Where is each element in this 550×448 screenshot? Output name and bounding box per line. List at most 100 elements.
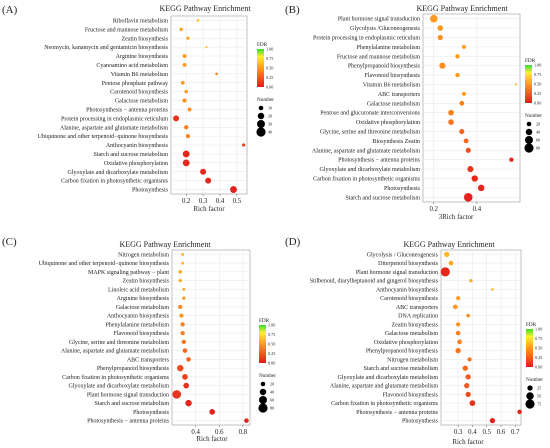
number-legend-title: Number [526, 377, 543, 383]
pathway-label: Glyoxylate and dicarboxylate metabolism [69, 384, 170, 390]
panel-b-xlabel: 3Rich factor [439, 213, 474, 221]
number-legend-label: 40 [270, 390, 274, 395]
pathway-label: Starch and sucrose metabolism [95, 401, 170, 407]
pathway-label: Phenylpropanoid biosynthesis [366, 349, 439, 355]
pathway-label: Nitrogen metabolism [118, 252, 169, 258]
pathway-label: Flavonoid biosynthesis [113, 331, 169, 337]
fdr-tick-label: 0.25 [534, 91, 541, 96]
pathway-label: MAPK signaling pathway − plant [88, 270, 169, 276]
panel-b-plot: 0.2 0.4 Plant hormone signal transduction G… [312, 13, 521, 213]
x-tick-label: 0.7 [511, 429, 520, 436]
pathway-label: Flavonoid biosynthesis [364, 73, 420, 79]
number-legend-label: 40 [536, 130, 540, 135]
pathway-label: Carbon fixation in photosynthetic organi… [61, 178, 169, 185]
fdr-tick-label: 0.50 [266, 66, 273, 71]
pathway-label: Alanine, aspartate and glutamate metabol… [330, 384, 438, 390]
pathway-label: Galactose metabolism [385, 331, 438, 337]
panel-b: (B) KEGG Pathway Enrichment 0.2 0.4 Plant … [285, 4, 542, 221]
enrichment-point [181, 252, 185, 256]
fdr-tick-label: 0.25 [535, 355, 542, 360]
pathway-label: Phenylalanine metabolism [106, 322, 170, 328]
panel-c-title: KEGG Pathway Enrichment [119, 240, 211, 249]
enrichment-point [469, 278, 473, 283]
number-legend-label: 25 [537, 386, 541, 391]
enrichment-point [459, 128, 465, 135]
number-legend-label: 20 [268, 114, 272, 119]
panel-a-title: KEGG Pathway Enrichment [159, 4, 251, 13]
fdr-tick-label: 0.75 [535, 336, 542, 341]
enrichment-point [186, 36, 190, 40]
enrichment-point [180, 322, 185, 327]
number-legend-dot [258, 105, 264, 111]
pathway-label: Phenylalanine metabolism [357, 45, 421, 51]
enrichment-point [180, 330, 185, 336]
enrichment-point [456, 322, 461, 327]
pathway-label: Oxidative phosphorylation [104, 161, 168, 167]
enrichment-point [182, 63, 187, 67]
enrichment-point [455, 330, 461, 336]
enrichment-point [196, 19, 200, 22]
enrichment-point [182, 374, 188, 380]
fdr-tick-label: 1.00 [266, 47, 273, 52]
fdr-legend-title: FDR [526, 322, 537, 328]
pathway-label: Starch and sucrose metabolism [364, 366, 439, 372]
pathway-label: Photosynthesis [132, 188, 169, 194]
panel-a: (A) KEGG Pathway Enrichment 0.2 0.3 0.4 0.5… [2, 4, 274, 213]
fdr-tick-label: 0.25 [266, 75, 273, 80]
enrichment-point [471, 175, 478, 182]
panel-d: (D) KEGG Pathway Enrichment 0.3 0.4 0.5 0.6… [285, 236, 543, 446]
pathway-label: Nitrogen metabolism [387, 357, 438, 363]
pathway-label: DNA replication [398, 314, 438, 320]
number-legend-dot [526, 121, 532, 127]
enrichment-point [463, 192, 473, 202]
pathway-label: Photosynthesis [133, 410, 170, 416]
enrichment-point [461, 91, 466, 96]
x-tick-label: 0.6 [215, 429, 224, 436]
pathway-label: Photosynthesis − antenna proteins [87, 419, 170, 425]
enrichment-point [178, 304, 183, 310]
pathway-label: Stilbenoid, diarylheptanoid and gingerol… [310, 279, 439, 285]
pathway-label: Alanine, aspartate and glutamate metabol… [312, 148, 420, 154]
fdr-legend-title: FDR [259, 318, 270, 324]
number-legend-label: 20 [270, 382, 274, 387]
number-legend-dot [525, 136, 533, 144]
enrichment-point [469, 400, 476, 407]
pathway-label: Fructose and mannose metabolism [337, 54, 420, 60]
fdr-colorbar [526, 329, 533, 367]
plot-frame [422, 13, 521, 203]
enrichment-point [178, 270, 183, 274]
enrichment-point [452, 304, 458, 310]
enrichment-point [448, 260, 454, 266]
pathway-label: Phenylpropanoid biosynthesis [348, 64, 421, 70]
pathway-label: Oxidative phosphorylation [356, 120, 420, 126]
pathway-label: Anthocyanin biosynthesis [376, 287, 439, 293]
enrichment-point [457, 339, 462, 345]
x-tick-label: 0.4 [473, 206, 482, 213]
pathway-label: Glyoxylate and dicarboxylate metabolism [338, 375, 439, 381]
number-legend-dot [258, 403, 268, 413]
enrichment-point [179, 27, 183, 32]
panel-c-plot: 0.4 0.6 0.8 Nitrogen metabolism Ubiquinone a… [39, 249, 251, 436]
fdr-tick-label: 0.50 [268, 342, 275, 347]
enrichment-point [185, 134, 190, 139]
enrichment-point [448, 109, 454, 116]
number-legend-label: 80 [536, 146, 540, 151]
pathway-label: Neomycin, kanamycin and gentamicin biosy… [44, 45, 168, 51]
pathway-label: Anthocyanin biosynthesis [107, 314, 170, 320]
pathway-label: Carbon fixation in photosynthetic organi… [62, 374, 170, 381]
enrichment-point [182, 54, 187, 58]
fdr-tick-label: 1.00 [534, 63, 541, 68]
x-tick-label: 0.4 [468, 429, 477, 436]
pathway-label: Linoleic acid metabolism [108, 287, 169, 293]
enrichment-point [509, 157, 514, 162]
number-legend-label: 40 [268, 130, 272, 135]
panel-c-letter: (C) [2, 236, 17, 248]
enrichment-point [455, 347, 461, 354]
enrichment-point [455, 72, 460, 78]
pathway-label: Photosynthesis − antenna proteins [86, 107, 169, 113]
pathway-label: Galactose metabolism [367, 101, 420, 107]
pathway-label: Photosynthesis − antenna proteins [338, 158, 421, 164]
pathway-label: Photosynthesis − antenna proteins [356, 410, 439, 416]
